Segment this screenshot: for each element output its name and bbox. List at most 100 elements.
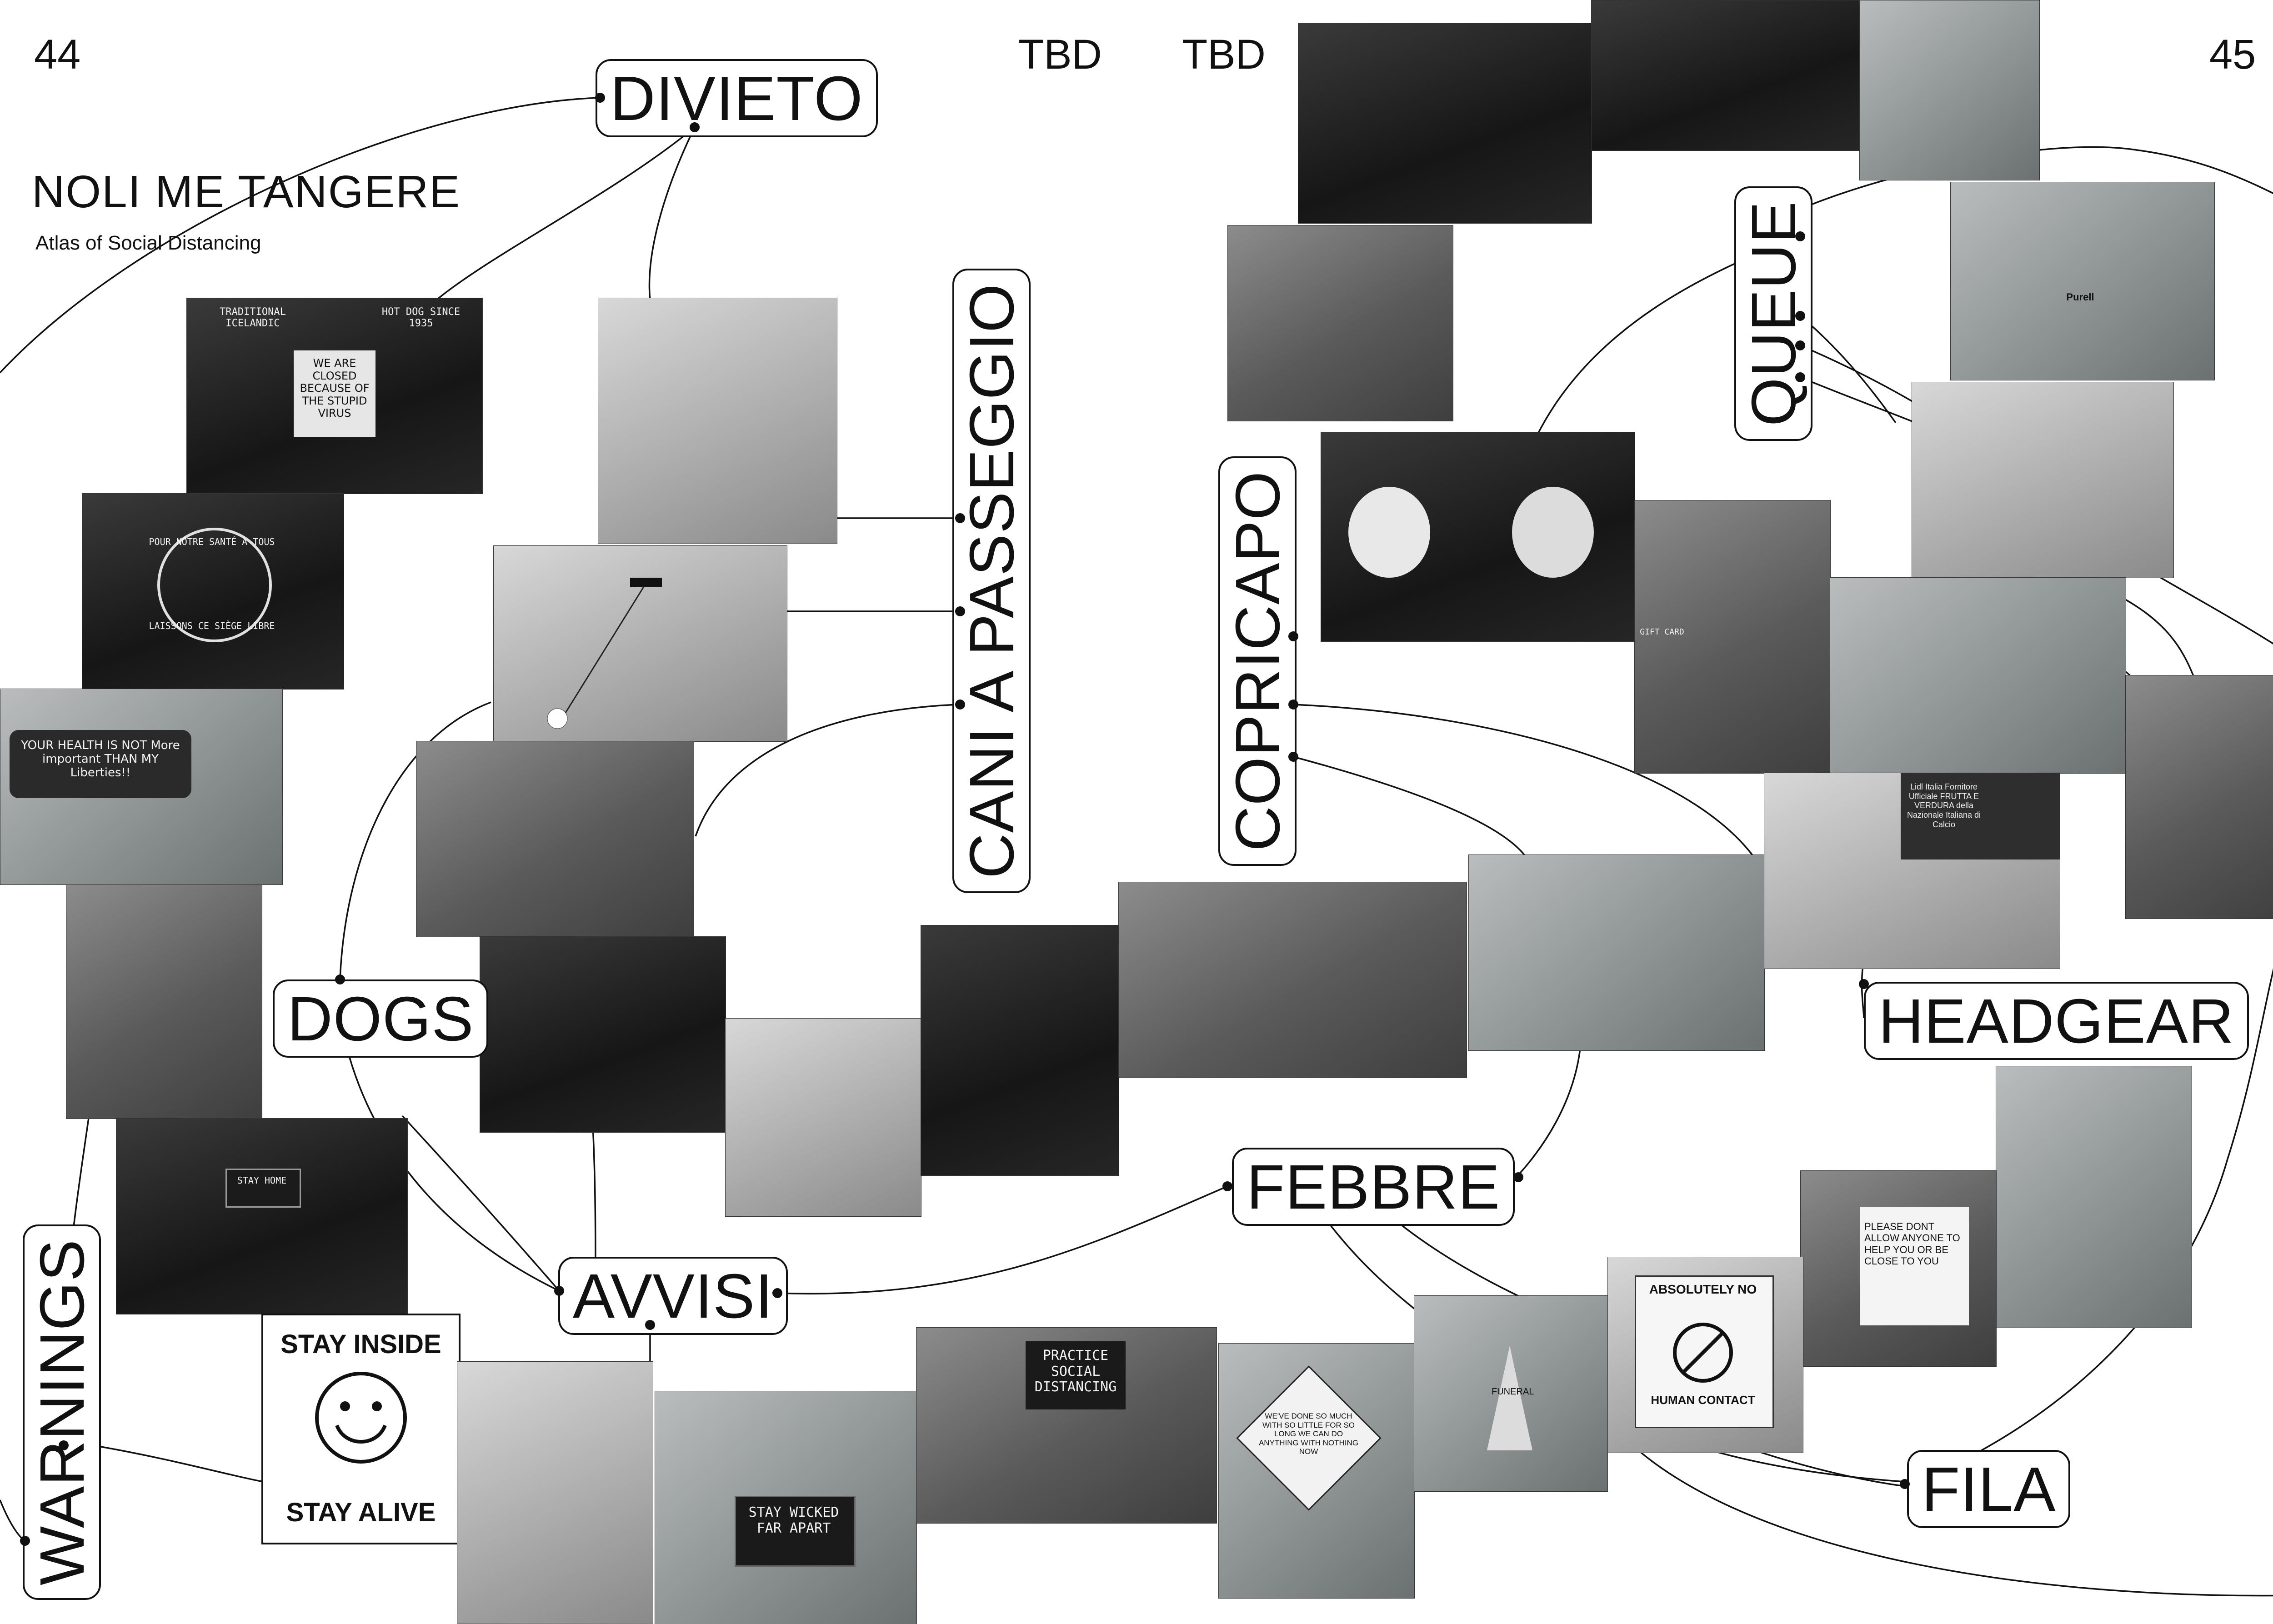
photo-notre-sante-seat: POUR NOTRE SANTÉ À TOUS LAISSONS CE SIÈG…	[82, 493, 344, 690]
label-cani-a-passeggio: CANI A PASSEGGIO	[952, 269, 1031, 893]
photo-thermometer-gun	[1468, 854, 1765, 1051]
photo-please-dont-sign: PLEASE DONT ALLOW ANYONE TO HELP YOU OR …	[1800, 1170, 1997, 1367]
gift-card-text: GIFT CARD	[1640, 627, 1684, 637]
photo-woman-walking-dog	[598, 298, 837, 544]
photo-chained-hoop	[725, 1018, 921, 1217]
stay-home-text: STAY HOME	[237, 1175, 287, 1186]
photo-costume	[1591, 0, 1860, 151]
photo-drone	[493, 545, 787, 742]
connector-dot	[1900, 1479, 1910, 1489]
label-febbre: FEBBRE	[1232, 1148, 1515, 1226]
smiley-icon	[315, 1372, 407, 1464]
label-warnings: WARNINGS	[23, 1224, 101, 1600]
photo-white-car	[66, 884, 262, 1119]
photo-soapy-hands	[1912, 382, 2174, 578]
connector-dot	[1222, 1181, 1232, 1191]
label-fila: FILA	[1907, 1450, 2071, 1528]
car-window-text: YOUR HEALTH IS NOT More important THAN M…	[21, 739, 180, 780]
please-dont-text: PLEASE DONT ALLOW ANYONE TO HELP YOU OR …	[1864, 1221, 1960, 1267]
photo-temperature-check	[1118, 882, 1467, 1078]
connector-dot	[59, 1440, 69, 1450]
connector-dot	[335, 974, 345, 984]
funeral-text: FUNERAL	[1492, 1387, 1534, 1397]
purell-text: Purell	[2066, 291, 2094, 303]
seat-sticker-ring	[157, 528, 272, 642]
photo-night-court	[921, 925, 1119, 1176]
closed-cardboard-sign	[294, 350, 375, 437]
stay-wicked-text: STAY WICKED FAR APART	[748, 1504, 839, 1536]
connector-dot	[1859, 979, 1869, 989]
running-header-left: TBD	[1018, 31, 1102, 78]
connector-dot	[955, 700, 965, 710]
photo-queue-market	[1830, 577, 2126, 774]
lidl-banner	[1901, 773, 2060, 859]
connector-dot	[1795, 231, 1805, 241]
connector-dot	[595, 93, 605, 103]
led-sign	[735, 1496, 856, 1567]
photo-masked-figurines	[1298, 23, 1592, 224]
connector-dot	[1795, 340, 1805, 350]
stay-home-sign	[225, 1169, 301, 1208]
photo-floor-feet	[457, 1361, 653, 1624]
photo-covered-car	[1227, 225, 1453, 421]
connector-dot	[1795, 372, 1805, 382]
paper-notice	[1860, 1207, 1969, 1325]
book-title: NOLI ME TANGERE	[32, 166, 461, 217]
car-rear-window	[10, 730, 191, 798]
human-contact-text: HUMAN CONTACT	[1651, 1393, 1755, 1407]
traffic-cone	[1487, 1346, 1532, 1450]
hotdog-banner-left: TRADITIONAL ICELANDIC	[220, 306, 286, 330]
connector-dot	[955, 606, 965, 616]
hotdog-banner-right: HOT DOG SINCE 1935	[381, 306, 461, 330]
connector-dot	[1513, 1172, 1523, 1182]
label-headgear: HEADGEAR	[1864, 982, 2249, 1060]
photo-stay-home-night: STAY HOME	[116, 1118, 408, 1314]
stay-inside-text: STAY INSIDE	[280, 1329, 441, 1359]
connector-dot	[645, 1320, 655, 1330]
stay-inside-poster: STAY INSIDE STAY ALIVE	[261, 1314, 461, 1544]
photo-masked-cookies	[1321, 432, 1635, 642]
connector-dot	[1795, 311, 1805, 321]
stay-alive-text: STAY ALIVE	[286, 1498, 436, 1527]
connector-dot	[1288, 752, 1298, 762]
no-handshake-icon	[1673, 1323, 1733, 1383]
photo-funeral-cone: FUNERAL	[1414, 1295, 1608, 1492]
photo-plastic-bag-kiss	[480, 936, 726, 1133]
absolutely-no-text: ABSOLUTELY NO	[1649, 1282, 1757, 1296]
photo-human-contact-sign: ABSOLUTELY NO HUMAN CONTACT	[1607, 1257, 1803, 1453]
label-dogs: DOGS	[273, 979, 489, 1058]
connector-dot	[20, 1536, 30, 1546]
cookie-left	[1348, 487, 1430, 578]
photo-closed-sign: TRADITIONAL ICELANDIC HOT DOG SINCE 1935…	[186, 298, 483, 494]
book-subtitle: Atlas of Social Distancing	[35, 232, 261, 254]
photo-diamond-sign: WE'VE DONE SO MUCH WITH SO LITTLE FOR SO…	[1218, 1343, 1415, 1599]
page-number-right: 45	[2209, 31, 2256, 78]
photo-chalk-drawing	[1859, 0, 2040, 180]
label-divieto: DIVIETO	[596, 59, 878, 137]
cookie-right	[1512, 487, 1594, 578]
page-number-left: 44	[34, 31, 81, 78]
photo-stay-wicked-sign: STAY WICKED FAR APART	[655, 1391, 917, 1624]
lidl-text: Lidl Italia Fornitore Ufficiale FRUTTA E…	[1907, 782, 1981, 829]
laissons-text: LAISSONS CE SIÈGE LIBRE	[149, 620, 275, 631]
connector-dot	[690, 122, 700, 132]
connector-dot	[772, 1288, 782, 1298]
photo-subway	[2125, 675, 2273, 919]
photo-church	[1996, 1066, 2192, 1328]
practice-text: PRACTICE SOCIAL DISTANCING	[1034, 1348, 1117, 1395]
photo-bucket-head: GIFT CARD	[1634, 500, 1831, 774]
practice-led-sign	[1026, 1341, 1126, 1409]
connector-dot	[554, 1286, 564, 1296]
photo-car-window: YOUR HEALTH IS NOT More important THAN M…	[0, 689, 283, 885]
connector-dot	[1288, 631, 1298, 641]
pour-notre-text: POUR NOTRE SANTÉ À TOUS	[149, 536, 275, 547]
photo-sanitizer: Purell	[1950, 182, 2215, 380]
photo-lidl-queue: Lidl Italia Fornitore Ufficiale FRUTTA E…	[1764, 773, 2060, 969]
photo-dog-street	[416, 741, 694, 937]
running-header-right: TBD	[1182, 31, 1266, 78]
closed-sign-text: WE ARE CLOSED BECAUSE OF THE STUPID VIRU…	[300, 357, 370, 420]
label-copricapo: COPRICAPO	[1218, 456, 1297, 866]
label-avvisi: AVVISI	[558, 1257, 788, 1335]
connector-dot	[955, 513, 965, 523]
